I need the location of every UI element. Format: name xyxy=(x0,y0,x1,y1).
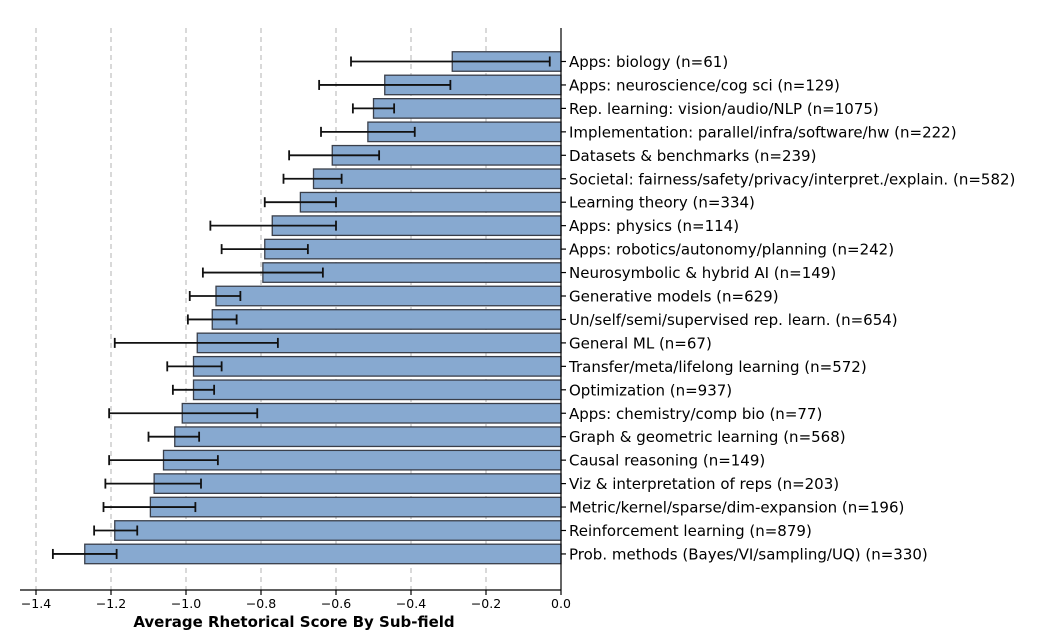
error-bar xyxy=(209,220,337,231)
error-bar xyxy=(220,244,309,255)
error-bar xyxy=(51,548,118,559)
x-tick-label: −0.4 xyxy=(396,596,426,611)
category-label: Metric/kernel/sparse/dim-expansion (n=19… xyxy=(569,499,904,517)
error-bars xyxy=(51,56,551,559)
bar xyxy=(211,309,562,330)
category-labels: Apps: biology (n=61) Apps: neuroscience/c… xyxy=(568,53,1015,563)
error-bar xyxy=(147,431,201,442)
category-label: Viz & interpretation of reps (n=203) xyxy=(569,475,839,493)
error-bar xyxy=(188,291,242,301)
error-bar xyxy=(320,126,416,137)
error-bar xyxy=(102,502,197,513)
bar xyxy=(149,496,562,518)
error-bar xyxy=(186,314,238,325)
bar xyxy=(299,191,562,213)
category-label: Societal: fairness/safety/privacy/interp… xyxy=(569,170,1015,188)
category-label: Prob. methods (Bayes/VI/sampling/UQ) (n=… xyxy=(569,545,928,563)
error-bar xyxy=(166,361,223,372)
category-label: Un/self/semi/supervised rep. learn. (n=6… xyxy=(569,311,898,329)
category-label: Rep. learning: vision/audio/NLP (n=1075) xyxy=(569,100,879,118)
bar xyxy=(192,355,562,377)
error-bar xyxy=(108,455,219,466)
error-bar xyxy=(350,56,551,67)
category-label: Datasets & benchmarks (n=239) xyxy=(569,147,816,165)
x-tick-label: −0.2 xyxy=(471,596,501,611)
category-label: Optimization (n=937) xyxy=(569,381,732,399)
error-bar xyxy=(201,267,324,278)
x-axis-title: Average Rhetorical Score By Sub-field xyxy=(133,613,454,631)
error-bar xyxy=(318,79,452,90)
axes xyxy=(20,28,566,591)
bar xyxy=(215,285,562,307)
category-label: Apps: biology (n=61) xyxy=(569,53,728,71)
category-label: Generative models (n=629) xyxy=(569,288,779,306)
category-label: Apps: robotics/autonomy/planning (n=242) xyxy=(569,241,894,259)
error-bar xyxy=(263,197,337,208)
bar xyxy=(264,238,562,260)
x-tick-label: −1.0 xyxy=(171,596,201,611)
category-label: Transfer/meta/lifelong learning (n=572) xyxy=(568,358,867,376)
category-label: Reinforcement learning (n=879) xyxy=(569,522,812,540)
error-bar xyxy=(282,173,343,184)
category-label: Apps: neuroscience/cog sci (n=129) xyxy=(569,76,840,94)
bar xyxy=(312,168,562,190)
x-tick-label: 0.0 xyxy=(551,596,571,611)
category-label: Graph & geometric learning (n=568) xyxy=(569,428,846,446)
x-ticks: −1.4 −1.2 −1.0 −0.8 −0.6 −0.4 −0.2 0.0 xyxy=(21,590,571,611)
category-label: Learning theory (n=334) xyxy=(569,194,755,212)
error-bar xyxy=(108,408,259,419)
bar xyxy=(372,98,562,119)
x-tick-label: −1.4 xyxy=(21,596,51,611)
bar xyxy=(192,379,562,401)
category-label: Causal reasoning (n=149) xyxy=(569,452,765,470)
bar xyxy=(174,426,562,448)
bar xyxy=(162,449,562,471)
category-label: Apps: physics (n=114) xyxy=(569,217,739,235)
x-tick-label: −1.2 xyxy=(96,596,126,611)
category-label: General ML (n=67) xyxy=(569,334,712,352)
category-label: Neurosymbolic & hybrid AI (n=149) xyxy=(569,264,836,282)
error-bar xyxy=(104,478,202,489)
error-bar xyxy=(93,525,139,536)
bar xyxy=(114,520,562,541)
x-tick-label: −0.6 xyxy=(321,596,351,611)
category-label: Apps: chemistry/comp bio (n=77) xyxy=(569,405,822,423)
error-bar xyxy=(171,384,216,395)
category-label: Implementation: parallel/infra/software/… xyxy=(569,123,957,141)
error-bar xyxy=(288,150,381,161)
bar xyxy=(153,473,562,495)
bar xyxy=(84,543,562,565)
error-bar xyxy=(351,103,396,114)
error-bar xyxy=(113,337,279,348)
bars xyxy=(84,51,562,565)
x-tick-label: −0.8 xyxy=(246,596,276,611)
